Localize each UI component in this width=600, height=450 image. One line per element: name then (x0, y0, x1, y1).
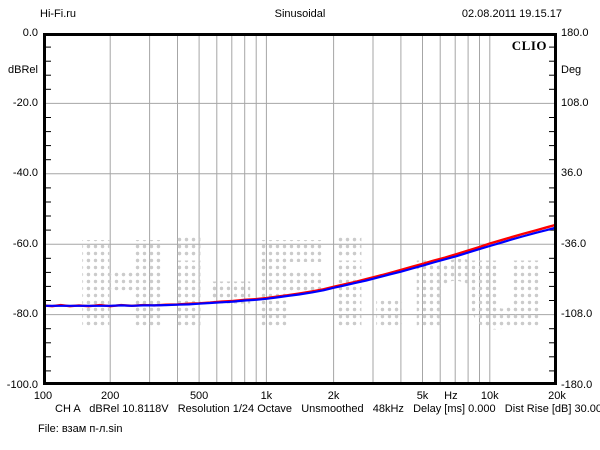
chart-plot-area: Hi-Fi.ru CLIO (43, 33, 557, 385)
y-axis-unit-right: Deg (561, 64, 582, 76)
site-label: Hi-Fi.ru (40, 8, 77, 20)
y-axis-unit-left: dBRel (8, 64, 38, 76)
y-left-tick-label: -60.0 (12, 237, 38, 250)
y-left-tick-label: -100.0 (6, 378, 38, 391)
frequency-response-chart: Hi-Fi.ru (43, 33, 557, 385)
datetime-label: 02.08.2011 19.15.17 (461, 8, 562, 20)
file-label: File: взам п-л.sin (38, 423, 123, 435)
plot-border (43, 33, 557, 385)
x-tick-label: 2k (327, 390, 340, 402)
x-gridlines (109, 33, 491, 385)
y-left-tick-label: -20.0 (12, 96, 38, 109)
status-line: CH A dBRel 10.8118V Resolution 1/24 Octa… (55, 403, 600, 415)
y-gridlines (43, 102, 557, 316)
y-right-tick-label: 180.0 (561, 26, 589, 39)
y-right-tick-label: -36.0 (561, 237, 587, 250)
x-tick-label: Hz (444, 390, 458, 402)
y-left-tick-label: -40.0 (12, 167, 38, 180)
axis-minor-ticks (46, 46, 554, 372)
x-tick-label: 20k (548, 390, 566, 402)
x-tick-label: 10k (480, 390, 499, 402)
y-left-tick-label: -80.0 (12, 308, 38, 321)
x-tick-label: 200 (101, 390, 120, 402)
y-left-tick-label: 0.0 (22, 26, 38, 39)
x-tick-label: 5k (416, 390, 429, 402)
svg-text:Hi-Fi.ru: Hi-Fi.ru (75, 222, 545, 352)
y-right-tick-label: 36.0 (561, 167, 583, 180)
watermark-text: Hi-Fi.ru (72, 219, 548, 355)
clio-logo: CLIO (511, 38, 547, 53)
x-tick-label: 500 (189, 390, 209, 402)
response-blue-curve (43, 226, 557, 307)
y-right-tick-label: 108.0 (561, 96, 589, 109)
x-tick-label: 1k (260, 390, 273, 402)
measurement-title: Sinusoidal (274, 8, 326, 20)
y-right-tick-label: -108.0 (561, 308, 593, 321)
y-right-tick-label: -180.0 (561, 378, 593, 391)
x-tick-label: 100 (33, 390, 53, 402)
